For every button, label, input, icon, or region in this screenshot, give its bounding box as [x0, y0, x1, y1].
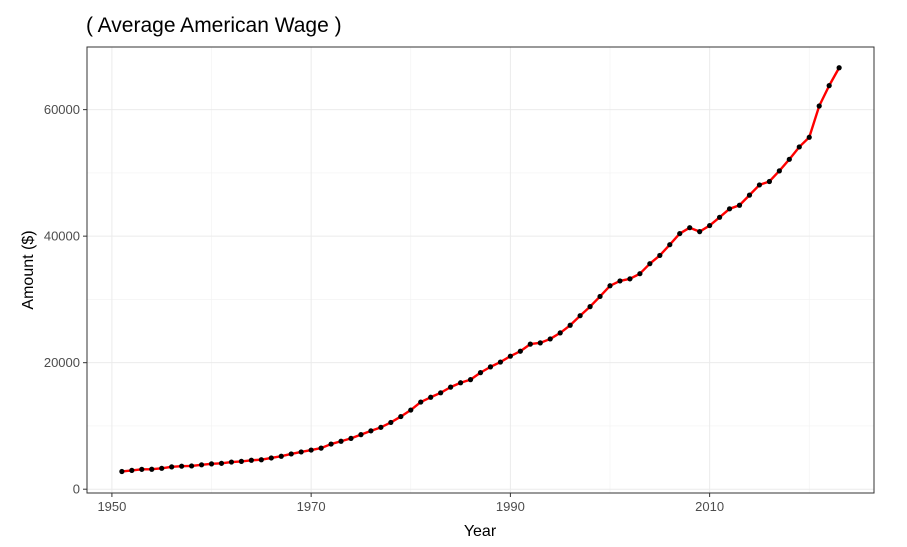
data-point — [537, 340, 543, 346]
data-point — [438, 390, 444, 396]
data-point — [318, 445, 324, 451]
data-point — [776, 168, 782, 174]
x-axis-title: Year — [464, 523, 497, 540]
x-axis: 1950 1970 1990 2010 — [97, 493, 724, 514]
data-point — [388, 419, 394, 426]
data-points — [119, 65, 842, 475]
data-point — [497, 359, 504, 365]
y-axis-title: Amount ($) — [20, 230, 37, 309]
data-point — [288, 451, 294, 457]
data-point — [796, 144, 802, 150]
data-point — [328, 441, 334, 447]
data-point — [716, 214, 723, 220]
data-point — [418, 399, 424, 405]
y-tick-label: 20000 — [44, 355, 80, 370]
data-point — [527, 341, 533, 347]
data-point — [587, 304, 593, 310]
data-point — [129, 467, 135, 473]
data-point — [248, 457, 254, 463]
data-point — [149, 466, 155, 472]
data-point — [308, 447, 314, 453]
data-point — [179, 463, 185, 469]
data-point — [507, 353, 513, 359]
plot-panel-border — [86, 46, 875, 494]
x-tick-label: 1970 — [297, 499, 326, 514]
data-point — [208, 461, 215, 467]
data-point — [607, 283, 613, 289]
data-point — [198, 462, 205, 468]
data-point — [746, 192, 753, 198]
data-point — [338, 438, 344, 444]
data-point — [766, 178, 772, 185]
y-tick-label: 0 — [73, 482, 80, 497]
data-point — [687, 225, 693, 231]
data-point — [278, 453, 284, 459]
data-point — [467, 377, 474, 383]
data-point — [736, 202, 743, 208]
data-point — [677, 230, 683, 237]
x-tick-label: 1950 — [97, 499, 126, 514]
data-point — [477, 370, 484, 376]
data-point — [228, 459, 235, 465]
data-point — [647, 261, 653, 267]
data-point — [189, 463, 195, 469]
data-point — [726, 206, 733, 212]
data-point — [298, 449, 304, 455]
data-point — [348, 435, 354, 441]
data-point — [487, 364, 494, 370]
data-point — [169, 464, 175, 470]
x-tick-label: 1990 — [496, 499, 525, 514]
data-point — [358, 432, 364, 438]
data-point — [756, 182, 763, 188]
data-point — [697, 229, 703, 235]
data-point — [268, 455, 274, 461]
data-point — [457, 380, 464, 386]
grid — [87, 47, 874, 493]
series-line — [120, 66, 841, 473]
data-point — [627, 276, 633, 282]
y-axis: 0 20000 40000 60000 — [44, 102, 87, 497]
y-tick-label: 40000 — [44, 229, 80, 244]
y-tick-label: 60000 — [44, 102, 80, 117]
data-point — [597, 293, 603, 300]
series-line-layer — [120, 66, 841, 473]
data-point — [707, 222, 713, 229]
data-point — [567, 322, 573, 328]
data-point — [786, 156, 792, 162]
data-point — [218, 460, 225, 466]
data-point — [547, 336, 553, 342]
x-tick-label: 2010 — [695, 499, 724, 514]
data-point — [159, 465, 165, 471]
chart-title: ( Average American Wage ) — [86, 14, 342, 37]
data-point — [139, 466, 145, 472]
data-point — [119, 468, 125, 475]
data-point — [378, 424, 384, 430]
data-point — [806, 134, 812, 140]
data-point — [238, 458, 245, 464]
data-point — [667, 242, 673, 248]
data-point — [816, 103, 822, 109]
data-point — [557, 330, 563, 336]
data-point — [517, 348, 523, 354]
data-point — [398, 413, 404, 420]
data-point — [258, 457, 264, 463]
data-point — [836, 65, 842, 71]
data-point — [368, 428, 374, 434]
data-point — [577, 313, 583, 319]
data-point — [617, 278, 623, 284]
data-point — [448, 384, 454, 390]
data-point — [408, 407, 414, 413]
data-point — [637, 271, 643, 277]
data-point — [428, 394, 434, 400]
data-point — [826, 83, 832, 89]
data-point — [657, 252, 663, 259]
